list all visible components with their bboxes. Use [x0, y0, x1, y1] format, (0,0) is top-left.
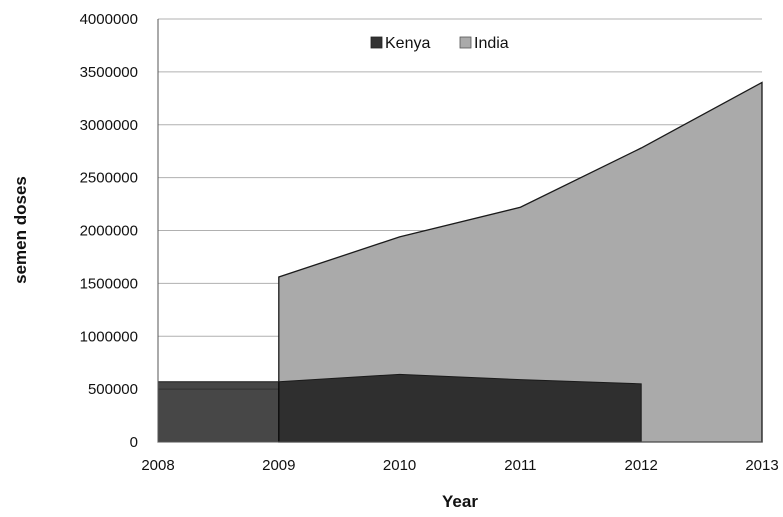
y-tick-label: 1500000 [80, 275, 138, 292]
x-tick-label: 2008 [141, 457, 174, 474]
x-tick-labels: 2008 2009 2010 2011 2012 2013 [141, 457, 778, 474]
y-tick-label: 2500000 [80, 170, 138, 187]
y-tick-label: 2000000 [80, 223, 138, 240]
y-tick-label: 3000000 [80, 117, 138, 134]
area-kenya [157, 373, 642, 443]
x-tick-label: 2009 [262, 457, 295, 474]
y-tick-label: 1000000 [80, 328, 138, 345]
y-tick-label: 0 [130, 434, 138, 451]
y-tick-label: 3500000 [80, 64, 138, 81]
legend-swatch-india [459, 36, 472, 49]
axes [157, 19, 762, 443]
x-tick-label: 2011 [504, 457, 536, 474]
y-tick-label: 500000 [88, 381, 138, 398]
series-areas [157, 81, 763, 443]
x-tick-label: 2013 [745, 457, 778, 474]
legend-swatch-kenya [370, 36, 383, 49]
x-tick-label: 2010 [383, 457, 416, 474]
area-india [278, 81, 763, 443]
legend-label-india: India [474, 35, 509, 52]
legend: Kenya India [370, 35, 509, 52]
y-tick-label: 4000000 [80, 11, 138, 28]
y-axis-title: semen doses [11, 176, 30, 284]
y-tick-labels: 0 500000 1000000 1500000 2000000 2500000 30000… [80, 11, 138, 451]
x-tick-label: 2012 [625, 457, 658, 474]
legend-label-kenya: Kenya [385, 35, 430, 52]
x-axis-title: Year [442, 492, 478, 511]
